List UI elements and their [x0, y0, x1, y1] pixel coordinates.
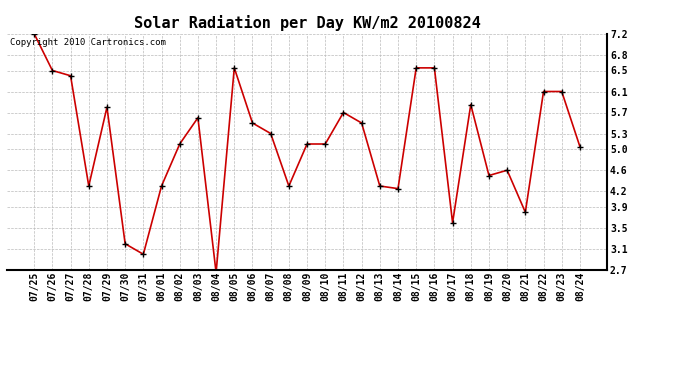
Title: Solar Radiation per Day KW/m2 20100824: Solar Radiation per Day KW/m2 20100824 [134, 15, 480, 31]
Text: Copyright 2010 Cartronics.com: Copyright 2010 Cartronics.com [10, 39, 166, 48]
